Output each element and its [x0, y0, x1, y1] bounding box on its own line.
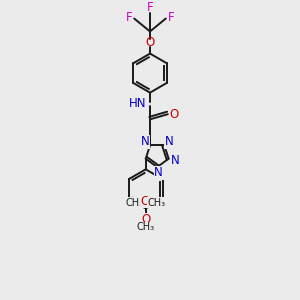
Text: N: N: [154, 166, 163, 179]
Text: F: F: [147, 1, 153, 13]
Text: N: N: [171, 154, 179, 166]
Text: CH₃: CH₃: [136, 222, 155, 233]
Text: HN: HN: [129, 97, 147, 110]
Text: N: N: [140, 135, 149, 148]
Text: O: O: [169, 108, 178, 121]
Text: N: N: [165, 135, 174, 148]
Text: CH₃: CH₃: [148, 198, 166, 208]
Text: O: O: [146, 37, 154, 50]
Text: F: F: [168, 11, 174, 24]
Text: O: O: [141, 213, 150, 226]
Text: O: O: [141, 195, 150, 208]
Text: F: F: [126, 11, 132, 24]
Text: CH₃: CH₃: [125, 198, 144, 208]
Text: O: O: [141, 195, 151, 208]
